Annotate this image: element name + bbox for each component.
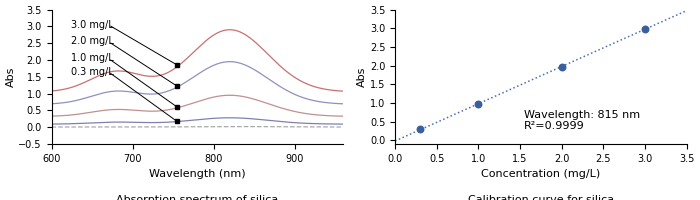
X-axis label: Wavelength (nm): Wavelength (nm) [149,169,246,179]
Text: Absorption spectrum of silica: Absorption spectrum of silica [116,195,279,200]
Text: 3.0 mg/L: 3.0 mg/L [71,20,113,30]
Point [556,66,568,69]
Text: 2.0 mg/L: 2.0 mg/L [71,36,114,46]
Point [640,27,651,30]
Point [414,128,426,131]
Text: Wavelength: 815 nm
R²=0.9999: Wavelength: 815 nm R²=0.9999 [524,110,640,131]
X-axis label: Concentration (mg/L): Concentration (mg/L) [482,169,601,179]
Point [473,102,484,105]
Text: Calibration curve for silica: Calibration curve for silica [468,195,614,200]
Text: 1.0 mg/L: 1.0 mg/L [71,53,113,63]
Y-axis label: Abs: Abs [6,67,15,87]
Text: 0.3 mg/L: 0.3 mg/L [71,67,113,77]
Y-axis label: Abs: Abs [357,67,367,87]
